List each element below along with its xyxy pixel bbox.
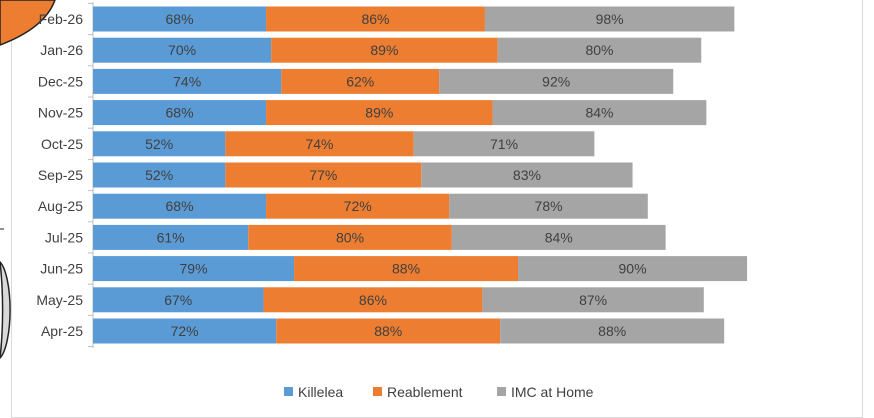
- legend-swatch: [497, 387, 506, 396]
- data-label: 84%: [545, 229, 573, 245]
- data-label: 92%: [542, 73, 570, 89]
- bar-imc-at-home: [413, 131, 595, 157]
- data-label: 61%: [157, 229, 185, 245]
- bar-reablement: [263, 287, 483, 313]
- data-label: 74%: [173, 73, 201, 89]
- data-label: 89%: [370, 42, 398, 58]
- data-label: 78%: [535, 198, 563, 214]
- data-label: 87%: [579, 292, 607, 308]
- category-label: Oct-25: [41, 136, 83, 152]
- bar-imc-at-home: [518, 256, 748, 282]
- data-label: 88%: [392, 261, 420, 277]
- bar-killelea: [93, 6, 267, 32]
- data-label: 80%: [585, 42, 613, 58]
- bar-killelea: [93, 287, 264, 313]
- grey-circle-shape: [0, 260, 11, 360]
- category-label: Feb-26: [39, 11, 84, 27]
- bar-killelea: [93, 131, 226, 157]
- category-label: Nov-25: [38, 105, 83, 121]
- bar-killelea: [93, 318, 277, 344]
- data-label: 89%: [365, 105, 393, 121]
- stacked-bar-chart: Feb-26 68% 86% 98% Jan-26 70% 89% 80% Dec-25 74% 6…: [0, 0, 748, 400]
- data-label: 68%: [166, 11, 194, 27]
- bar-imc-at-home: [451, 224, 666, 250]
- bar-imc-at-home: [439, 68, 674, 94]
- data-label: 52%: [145, 136, 173, 152]
- category-label: Sep-25: [38, 167, 83, 183]
- bar-imc-at-home: [421, 162, 633, 188]
- data-label: 84%: [585, 105, 613, 121]
- bar-reablement: [271, 37, 498, 63]
- bar-killelea: [93, 256, 295, 282]
- data-label: 80%: [336, 229, 364, 245]
- bar-reablement: [294, 256, 519, 282]
- data-label: 72%: [344, 198, 372, 214]
- bar-imc-at-home: [484, 6, 735, 32]
- data-label: 88%: [374, 323, 402, 339]
- legend-label: Reablement: [387, 384, 463, 400]
- data-label: 90%: [619, 261, 647, 277]
- data-label: 83%: [513, 167, 541, 183]
- plot-area: Feb-26 68% 86% 98% Jan-26 70% 89% 80% Dec-25 74% 6…: [36, 2, 748, 348]
- bar-reablement: [248, 224, 452, 250]
- data-label: 98%: [596, 11, 624, 27]
- data-label: 70%: [168, 42, 196, 58]
- legend-swatch: [373, 387, 382, 396]
- bar-killelea: [93, 162, 226, 188]
- data-label: 68%: [166, 198, 194, 214]
- category-label: May-25: [36, 292, 83, 308]
- bar-imc-at-home: [482, 287, 704, 313]
- bar-killelea: [93, 193, 267, 219]
- data-label: 86%: [361, 11, 389, 27]
- bar-reablement: [281, 68, 440, 94]
- bar-reablement: [225, 162, 422, 188]
- category-label: Jan-26: [40, 42, 83, 58]
- data-label: 72%: [171, 323, 199, 339]
- bar-imc-at-home: [500, 318, 725, 344]
- data-label: 77%: [309, 167, 337, 183]
- data-label: 86%: [359, 292, 387, 308]
- bar-reablement: [266, 193, 450, 219]
- legend-label: IMC at Home: [511, 384, 594, 400]
- category-label: Dec-25: [38, 73, 83, 89]
- bar-reablement: [266, 6, 485, 32]
- bar-reablement: [225, 131, 414, 157]
- data-label: 67%: [164, 292, 192, 308]
- data-label: 62%: [346, 73, 374, 89]
- data-label: 71%: [490, 136, 518, 152]
- chart-decorations: [0, 0, 56, 360]
- legend-label: Killelea: [298, 384, 343, 400]
- bar-killelea: [93, 68, 282, 94]
- bar-killelea: [93, 37, 272, 63]
- bar-imc-at-home: [497, 37, 702, 63]
- data-label: 88%: [598, 323, 626, 339]
- bar-imc-at-home: [492, 100, 707, 126]
- orange-badge-shape: [0, 0, 56, 46]
- legend-swatch: [284, 387, 293, 396]
- bar-reablement: [276, 318, 501, 344]
- bar-killelea: [93, 100, 267, 126]
- category-label: Jun-25: [40, 261, 83, 277]
- category-label: Jul-25: [45, 229, 83, 245]
- bar-imc-at-home: [449, 193, 648, 219]
- category-label: Aug-25: [38, 198, 83, 214]
- bar-reablement: [266, 100, 493, 126]
- category-label: Apr-25: [41, 323, 83, 339]
- data-label: 74%: [305, 136, 333, 152]
- bar-killelea: [93, 224, 249, 250]
- data-label: 68%: [166, 105, 194, 121]
- data-label: 79%: [180, 261, 208, 277]
- data-label: 52%: [145, 167, 173, 183]
- legend: Killelea Reablement IMC at Home: [284, 384, 594, 400]
